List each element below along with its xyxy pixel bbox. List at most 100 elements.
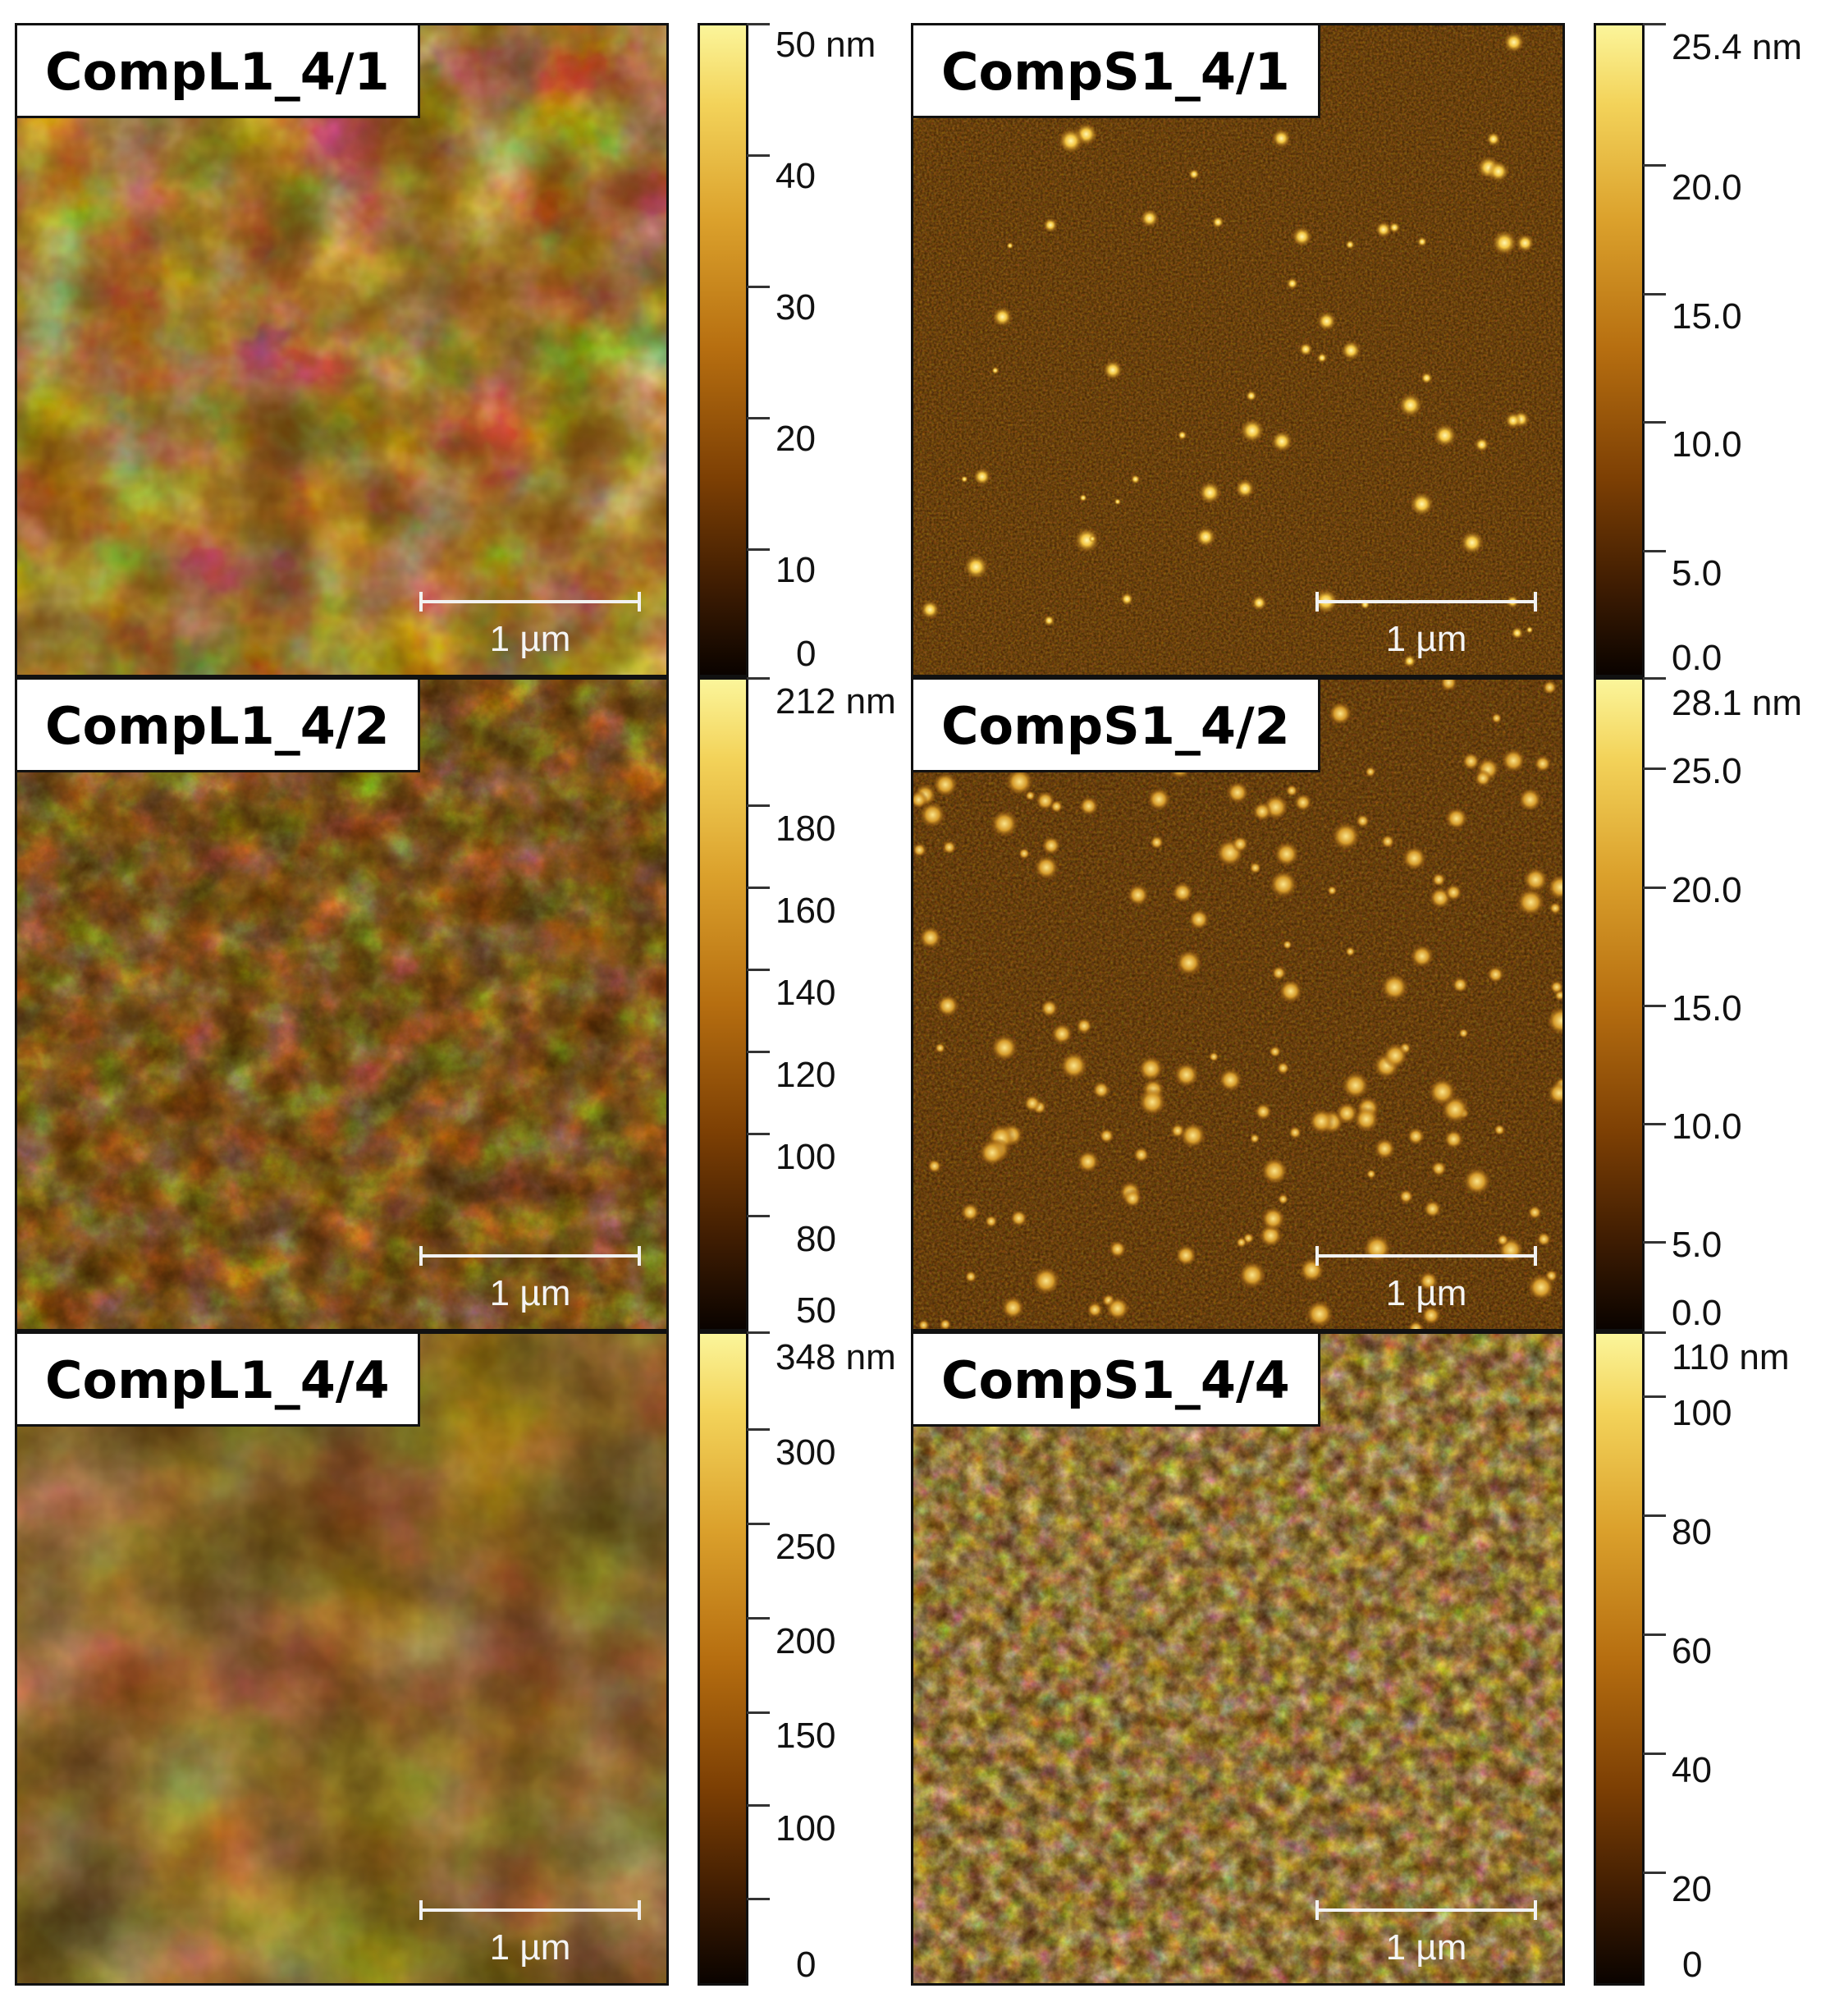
scale-bar: 1 µm bbox=[419, 1246, 641, 1312]
particle bbox=[919, 801, 946, 828]
particle bbox=[1504, 412, 1521, 429]
particle bbox=[1174, 1244, 1197, 1267]
particle bbox=[1285, 784, 1298, 797]
particle bbox=[1293, 793, 1312, 812]
particle bbox=[1487, 160, 1510, 182]
scale-bar: 1 µm bbox=[1315, 592, 1537, 657]
particle bbox=[1123, 1189, 1142, 1208]
particle bbox=[1410, 944, 1434, 969]
colorbar-comps1-4-1 bbox=[1594, 23, 1645, 677]
particle bbox=[1328, 701, 1352, 726]
particle bbox=[1271, 965, 1287, 981]
particle bbox=[1389, 222, 1401, 234]
particle bbox=[964, 1270, 977, 1283]
afm-image bbox=[17, 1334, 666, 1983]
particle bbox=[1001, 1296, 1025, 1320]
particle bbox=[1150, 835, 1164, 850]
particle bbox=[1105, 1296, 1130, 1321]
particle bbox=[1211, 216, 1224, 229]
particle bbox=[1491, 230, 1517, 256]
particle bbox=[1517, 787, 1543, 812]
colorbar-tick: 0 bbox=[1682, 1945, 1703, 1985]
particle bbox=[1179, 1122, 1206, 1149]
particle bbox=[1291, 226, 1313, 247]
particle bbox=[1444, 807, 1468, 831]
particle bbox=[963, 554, 989, 580]
particle bbox=[991, 306, 1013, 328]
particle bbox=[1092, 1080, 1110, 1099]
particle bbox=[1006, 241, 1014, 250]
particle bbox=[1341, 1071, 1370, 1100]
particle bbox=[1487, 965, 1505, 983]
particle bbox=[939, 1318, 952, 1329]
particle bbox=[1114, 497, 1122, 506]
particle bbox=[1127, 883, 1150, 906]
particle bbox=[1146, 787, 1171, 812]
particle bbox=[1345, 240, 1355, 250]
colorbar-tick: 0.0 bbox=[1672, 638, 1722, 678]
particle bbox=[1516, 233, 1535, 253]
particle bbox=[1439, 680, 1458, 692]
colorbar-tick: 0.0 bbox=[1672, 1293, 1722, 1333]
afm-image bbox=[913, 680, 1562, 1329]
scale-bar-label: 1 µm bbox=[1385, 1273, 1467, 1313]
particle bbox=[1353, 1106, 1379, 1133]
particle bbox=[1249, 1133, 1260, 1144]
particle bbox=[1409, 492, 1434, 516]
particle bbox=[1462, 1166, 1492, 1196]
particle bbox=[1527, 1205, 1542, 1220]
particle bbox=[942, 840, 957, 855]
particle bbox=[1407, 1127, 1425, 1146]
colorbar-tick: 100 bbox=[775, 1808, 836, 1849]
particle bbox=[1380, 834, 1395, 849]
particle bbox=[1494, 1124, 1506, 1136]
colorbar-tick: 20 bbox=[1672, 1869, 1712, 1909]
particle bbox=[1366, 1169, 1376, 1180]
particle bbox=[1023, 1094, 1041, 1112]
particle bbox=[1041, 836, 1061, 855]
particle bbox=[1423, 1199, 1442, 1219]
afm-panel-comps1-4-4: CompS1_4/4 1 µm bbox=[911, 1331, 1565, 1986]
particle bbox=[1534, 754, 1552, 772]
particle bbox=[1282, 939, 1292, 950]
colorbar-tick: 0 bbox=[796, 634, 817, 674]
particle bbox=[1279, 978, 1303, 1004]
colorbar-tick: 20.0 bbox=[1672, 870, 1742, 910]
particle bbox=[1269, 869, 1298, 899]
particle bbox=[1365, 766, 1376, 777]
particle bbox=[1474, 437, 1489, 452]
particle bbox=[1327, 885, 1338, 896]
particle bbox=[1271, 128, 1292, 149]
particle bbox=[1522, 867, 1549, 893]
panel-label: CompS1_4/1 bbox=[913, 25, 1320, 118]
particle bbox=[1316, 311, 1337, 332]
particle bbox=[1398, 392, 1423, 418]
particle bbox=[1059, 1051, 1088, 1080]
particle bbox=[1491, 712, 1503, 724]
colorbar-tick: 0 bbox=[796, 1945, 817, 1985]
afm-image bbox=[913, 1334, 1562, 1983]
colorbar-max-label: 348 nm bbox=[775, 1337, 896, 1377]
particle bbox=[1345, 946, 1356, 957]
particle bbox=[1418, 1271, 1439, 1291]
particle bbox=[1433, 423, 1457, 448]
particle bbox=[935, 1042, 946, 1054]
colorbar-tick: 180 bbox=[775, 809, 836, 849]
particle bbox=[1526, 1273, 1555, 1302]
colorbar-tick: 10.0 bbox=[1672, 424, 1742, 465]
particle bbox=[1316, 352, 1328, 364]
scale-bar-label: 1 µm bbox=[489, 1927, 571, 1968]
particle bbox=[1208, 1052, 1219, 1062]
particle bbox=[1198, 481, 1222, 505]
colorbar-compl1-4-1 bbox=[698, 23, 748, 677]
afm-panel-compl1-4-4: CompL1_4/4 1 µm bbox=[15, 1331, 669, 1986]
particle bbox=[932, 772, 958, 798]
colorbar-tick: 140 bbox=[775, 973, 836, 1013]
particle bbox=[960, 1203, 980, 1222]
colorbar-max-label: 212 nm bbox=[775, 681, 896, 722]
particle bbox=[1188, 168, 1200, 180]
scale-bar-label: 1 µm bbox=[1385, 619, 1467, 659]
particle bbox=[985, 1215, 998, 1228]
colorbar-tick: 15.0 bbox=[1672, 296, 1742, 337]
particle bbox=[1175, 949, 1203, 977]
